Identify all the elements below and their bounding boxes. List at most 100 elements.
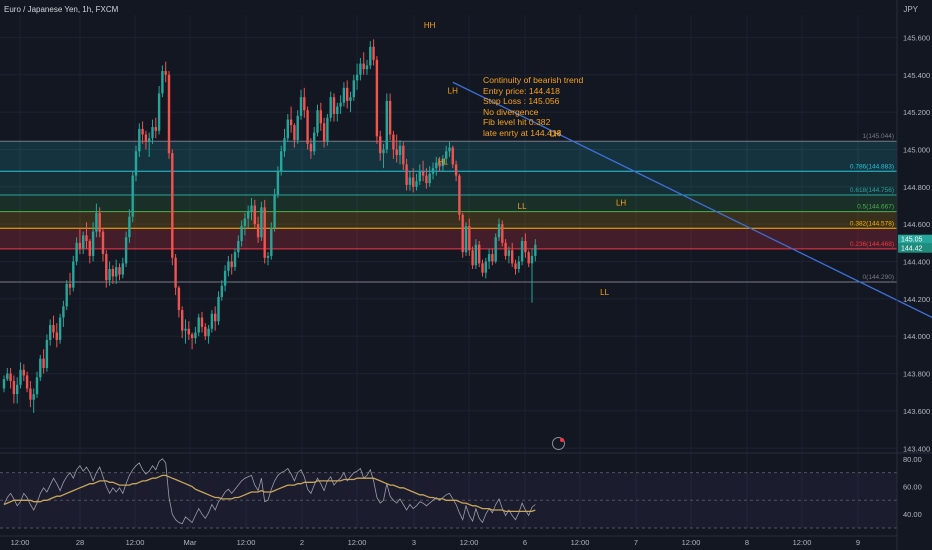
structure-label: LL	[600, 288, 609, 297]
candle-body	[530, 255, 534, 264]
candle-body	[32, 394, 35, 400]
candle-body	[336, 106, 339, 114]
candle-body	[187, 328, 190, 335]
candle-body	[299, 97, 303, 116]
candle-body	[296, 115, 299, 141]
candle-body	[375, 59, 379, 137]
candle-body	[359, 63, 362, 75]
candle-body	[461, 214, 464, 253]
fib-band	[0, 228, 897, 249]
candle-body	[481, 263, 484, 273]
candle-body	[181, 310, 184, 331]
candle-body	[55, 332, 58, 340]
candle-body	[329, 97, 332, 118]
candle-body	[217, 296, 220, 322]
candle-body	[111, 268, 115, 277]
candle-body	[319, 110, 322, 124]
candle-body	[82, 235, 85, 249]
candle-body	[497, 224, 501, 238]
candle-body	[352, 80, 355, 98]
candle-body	[326, 117, 329, 142]
fib-band	[0, 141, 897, 172]
candle-body	[174, 257, 177, 288]
candle-body	[369, 46, 372, 66]
candle-body	[45, 339, 49, 368]
candle-body	[12, 381, 16, 395]
price-tick-label: 144.800	[903, 183, 930, 192]
price-tick-label: 144.000	[903, 332, 930, 341]
candle-body	[256, 224, 260, 238]
candle-body	[151, 127, 154, 139]
time-tick-label: 12:00	[11, 538, 30, 547]
candle-body	[507, 250, 511, 256]
candle-body	[398, 145, 402, 156]
candle-body	[438, 162, 441, 167]
trend-line[interactable]	[452, 81, 932, 362]
time-tick-label: 2	[300, 538, 304, 547]
alert-icon[interactable]	[552, 437, 565, 450]
structure-label: HL	[438, 157, 449, 166]
structure-label: LL	[518, 202, 527, 211]
candle-body	[524, 240, 527, 253]
candle-body	[451, 147, 454, 165]
time-tick-label: 9	[856, 538, 860, 547]
candle-body	[237, 240, 240, 253]
candle-body	[141, 128, 144, 135]
candle-body	[283, 138, 286, 152]
candle-body	[520, 240, 524, 262]
candle-body	[214, 313, 217, 322]
fib-level-label: 0.236(144.468)	[850, 241, 894, 248]
candle-body	[138, 128, 141, 152]
time-tick-label: 12:00	[348, 538, 367, 547]
rsi-pane	[0, 452, 932, 529]
candle-body	[52, 325, 55, 333]
candle-body	[118, 267, 121, 275]
candle-body	[454, 164, 458, 176]
candle-body	[2, 379, 6, 389]
candle-body	[98, 212, 101, 232]
structure-label: HH	[424, 21, 436, 30]
candle-body	[332, 97, 336, 114]
candle-body	[91, 231, 95, 256]
price-tick-label: 144.400	[903, 258, 930, 267]
candle-body	[194, 332, 197, 339]
candle-body	[471, 250, 474, 266]
structure-label: LH	[448, 86, 458, 95]
time-tick-label: 6	[523, 538, 527, 547]
rsi-tick-label: 40.00	[903, 510, 922, 519]
candle-body	[504, 242, 507, 256]
candle-body	[286, 119, 289, 139]
candle-body	[260, 207, 263, 238]
fib-level-label: 0.5(144.667)	[857, 204, 894, 211]
candle-body	[62, 306, 65, 318]
candle-body	[448, 147, 451, 152]
candle-body	[148, 138, 151, 142]
candle-body	[309, 143, 313, 152]
price-badge	[898, 234, 932, 244]
candle-body	[16, 384, 19, 395]
fib-level-label: 0.618(144.756)	[850, 187, 894, 194]
candle-body	[280, 151, 283, 172]
candle-body	[128, 216, 131, 238]
candle-body	[445, 151, 448, 159]
candle-body	[402, 145, 405, 165]
candle-body	[511, 250, 514, 264]
candle-body	[435, 162, 438, 169]
candle-body	[9, 373, 12, 382]
candle-body	[501, 224, 504, 243]
candle-body	[418, 171, 421, 182]
structure-labels: HH LH HL LH LL LH LL	[424, 21, 627, 297]
candle-body	[210, 313, 214, 329]
candle-body	[19, 369, 22, 385]
candle-body	[49, 325, 52, 340]
candle-body	[29, 388, 32, 400]
fib-level-label: 0(144.290)	[863, 274, 894, 281]
candle-body	[487, 254, 491, 262]
candle-body	[408, 177, 412, 185]
structure-label: LH	[550, 129, 560, 138]
candle-body	[161, 71, 164, 94]
candle-body	[405, 164, 408, 185]
time-tick-label: 12:00	[460, 538, 479, 547]
candle-body	[154, 127, 157, 131]
